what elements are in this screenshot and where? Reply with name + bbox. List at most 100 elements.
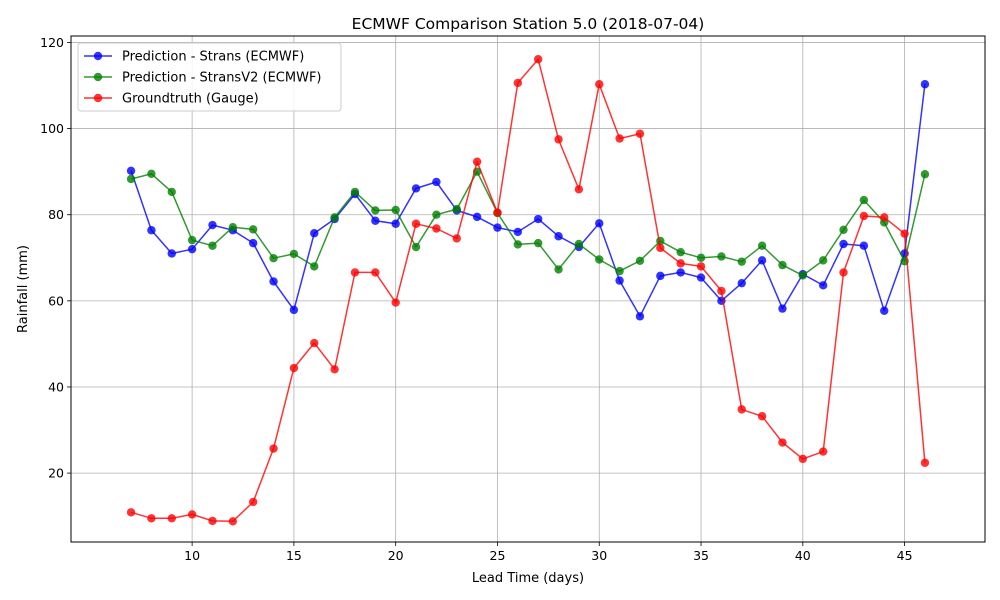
x-axis-label: Lead Time (days) — [472, 571, 584, 586]
data-point — [595, 219, 604, 228]
data-point — [595, 255, 604, 264]
data-point — [452, 204, 461, 214]
data-point — [147, 169, 156, 179]
data-point — [717, 286, 726, 296]
data-point — [126, 166, 136, 175]
y-tick-label: 20 — [48, 466, 64, 481]
data-point — [126, 508, 136, 517]
y-tick-label: 100 — [40, 121, 64, 136]
legend-marker — [93, 51, 103, 61]
data-point — [635, 312, 645, 321]
data-point — [513, 227, 523, 237]
data-point — [615, 276, 624, 285]
data-point — [350, 187, 360, 197]
data-point — [310, 229, 319, 238]
data-point — [208, 220, 217, 230]
data-point — [533, 238, 543, 248]
data-point — [167, 514, 176, 523]
data-point — [737, 405, 746, 414]
y-tick-label: 80 — [48, 207, 64, 222]
data-point — [859, 241, 869, 250]
data-point — [432, 177, 441, 187]
data-point — [513, 240, 523, 249]
y-tick-label: 120 — [40, 35, 64, 50]
legend-marker — [93, 93, 103, 103]
data-point — [635, 129, 645, 138]
x-tick-label: 20 — [388, 548, 404, 563]
data-point — [615, 134, 624, 143]
data-point — [615, 266, 624, 276]
y-axis-label: Rainfall (mm) — [16, 245, 31, 333]
data-point — [248, 225, 258, 234]
data-point — [228, 223, 238, 232]
data-point — [778, 260, 787, 270]
data-point — [778, 438, 787, 447]
chart-title: ECMWF Comparison Station 5.0 (2018-07-04… — [352, 15, 705, 33]
data-point — [208, 516, 217, 526]
x-tick-label: 25 — [490, 548, 506, 563]
data-point — [493, 208, 502, 217]
data-point — [228, 517, 238, 526]
data-point — [371, 268, 380, 277]
series-2 — [126, 167, 930, 280]
data-point — [574, 185, 584, 194]
data-point — [472, 212, 482, 222]
data-point — [757, 412, 767, 421]
data-point — [452, 234, 461, 243]
data-point — [147, 226, 156, 235]
data-point — [900, 229, 909, 238]
data-point — [839, 239, 848, 249]
data-point — [696, 253, 706, 262]
legend-marker — [93, 72, 103, 82]
data-point — [717, 252, 726, 261]
data-point — [839, 268, 848, 277]
data-point — [269, 254, 278, 263]
data-point — [432, 224, 441, 233]
series-line — [130, 84, 926, 318]
data-point — [391, 219, 400, 228]
data-point — [554, 232, 563, 241]
y-tick-label: 40 — [48, 379, 64, 394]
data-point — [330, 365, 339, 374]
data-point — [432, 210, 441, 219]
data-point — [147, 514, 156, 523]
legend-label: Prediction - StransV2 (ECMWF) — [122, 71, 322, 86]
data-point — [187, 235, 197, 245]
data-point — [472, 157, 482, 166]
data-point — [248, 497, 258, 507]
data-point — [411, 242, 421, 252]
data-point — [635, 256, 645, 265]
data-point — [269, 444, 278, 453]
data-point — [391, 298, 400, 307]
data-point — [289, 249, 299, 259]
legend: Prediction - Strans (ECMWF) Prediction - … — [77, 42, 342, 112]
data-point — [656, 243, 665, 253]
y-tick-label: 60 — [48, 293, 64, 308]
data-point — [391, 205, 400, 215]
data-point — [595, 80, 604, 89]
data-point — [269, 277, 278, 286]
data-point — [167, 187, 176, 197]
data-point — [513, 78, 523, 88]
data-point — [371, 206, 380, 215]
y-axis-ticks: 20 40 60 80 100 120 — [40, 35, 71, 481]
data-point — [574, 239, 584, 249]
data-point — [411, 219, 421, 228]
x-tick-label: 30 — [591, 548, 607, 563]
data-point — [818, 281, 828, 290]
x-tick-label: 40 — [795, 548, 811, 563]
data-point — [798, 454, 808, 464]
x-tick-label: 35 — [693, 548, 709, 563]
data-point — [310, 262, 319, 271]
data-point — [798, 271, 808, 280]
plot-frame — [70, 35, 986, 543]
data-point — [778, 304, 787, 313]
data-point — [818, 447, 828, 456]
data-point — [839, 225, 848, 234]
grid-lines — [71, 36, 985, 542]
x-tick-label: 15 — [286, 548, 302, 563]
data-point — [167, 249, 176, 258]
series-line — [130, 170, 926, 277]
data-point — [696, 273, 706, 282]
